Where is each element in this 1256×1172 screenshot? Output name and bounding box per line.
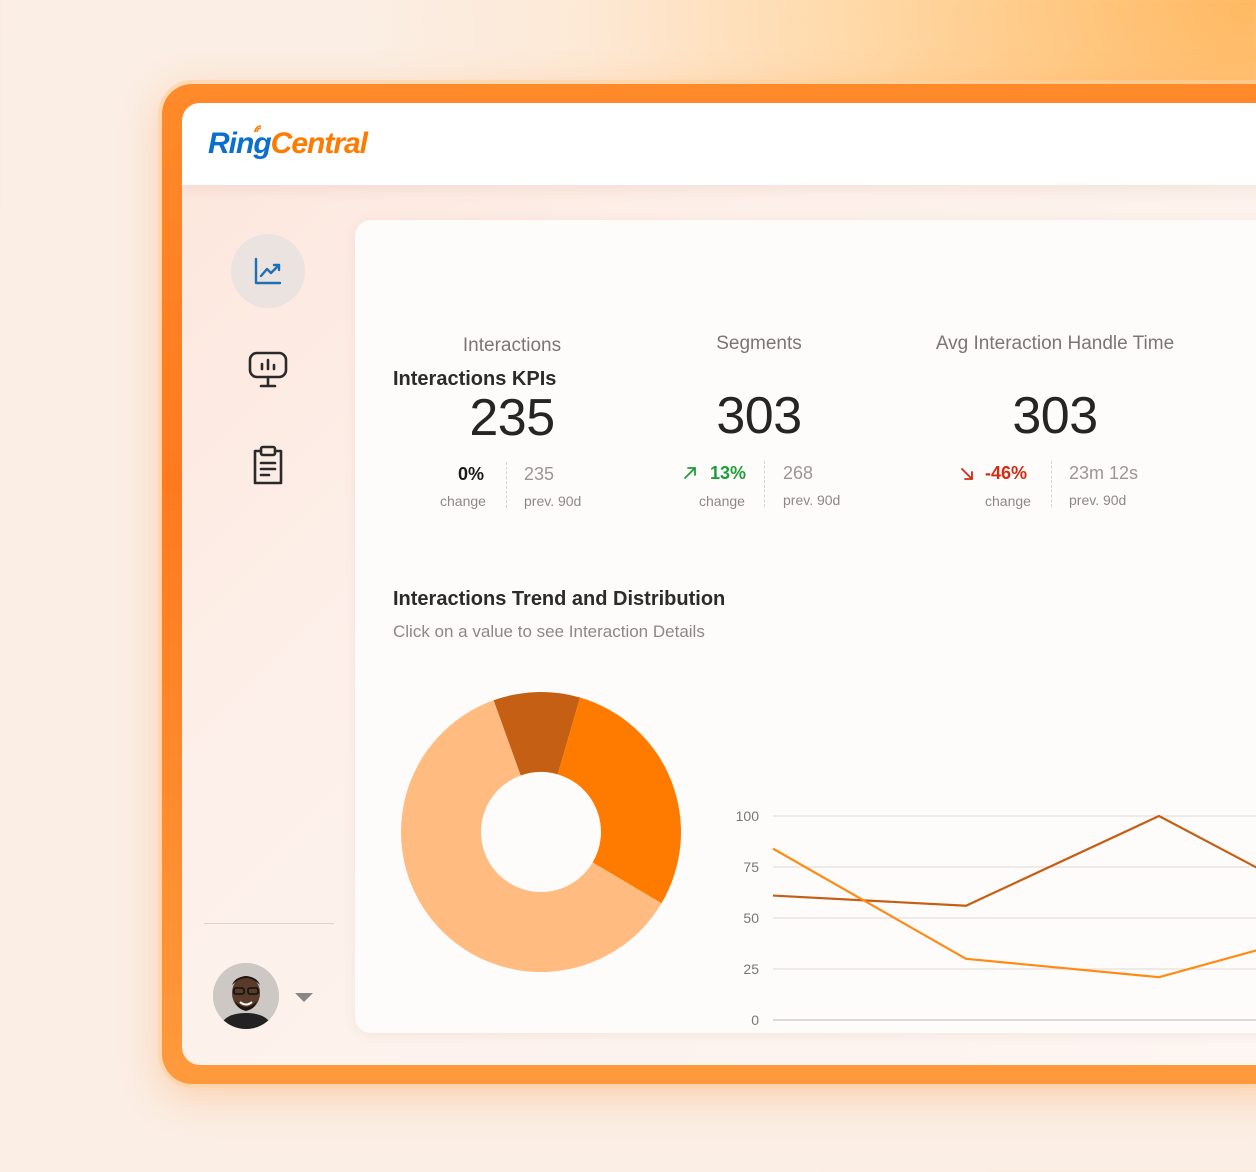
donut-slice-2[interactable]	[401, 700, 662, 972]
kpi-change-label: change	[440, 493, 486, 509]
sidebar-item-reports[interactable]	[231, 428, 305, 502]
trend-subtitle: Click on a value to see Interaction Deta…	[393, 622, 705, 641]
chevron-down-icon[interactable]	[295, 993, 313, 1002]
kpi-prev-value: 268	[783, 463, 814, 483]
y-tick-label: 0	[751, 1012, 759, 1028]
trend-charts: 0255075100012	[401, 692, 1256, 1028]
kpi-change-label: change	[985, 493, 1031, 509]
kpis-title: Interactions KPIs	[393, 368, 557, 390]
sidebar-divider	[204, 923, 334, 924]
kpi-change: 13%	[710, 463, 747, 483]
kpi-prev-label: prev. 90d	[524, 493, 582, 509]
donut-chart	[401, 692, 681, 972]
kpi-value: 303	[716, 387, 802, 445]
top-bar: RingCentral	[182, 103, 1256, 185]
kpi-label: Interactions	[462, 335, 562, 356]
line-chart: 0255075100012	[736, 808, 1256, 1028]
logo-signal-icon	[254, 125, 262, 133]
kpi-change-label: change	[699, 493, 745, 509]
y-tick-label: 100	[736, 808, 760, 824]
arrow-up-right-icon	[684, 467, 696, 479]
y-tick-label: 50	[743, 910, 759, 926]
y-tick-label: 25	[743, 961, 759, 977]
app-window: RingCentral	[182, 103, 1256, 1065]
logo-central-text: Central	[270, 127, 368, 160]
kpi-value: 303	[1012, 387, 1098, 445]
kpi-separator	[764, 461, 765, 507]
monitor-bar-chart-icon	[248, 351, 288, 388]
clipboard-icon	[253, 445, 283, 485]
kpi-prev-label: prev. 90d	[1069, 492, 1127, 508]
donut-slice-0[interactable]	[493, 692, 581, 776]
sidebar-item-presentation[interactable]	[231, 333, 305, 407]
sidebar	[182, 185, 352, 1065]
arrow-down-right-icon	[961, 468, 973, 480]
kpi-value: 235	[469, 389, 555, 447]
y-tick-label: 75	[743, 859, 759, 875]
trend-title: Interactions Trend and Distribution	[393, 588, 726, 610]
kpi-prev-value: 235	[524, 464, 555, 484]
kpi-separator	[506, 462, 507, 508]
kpi-change: -46%	[985, 463, 1028, 483]
kpi-label: Segments	[716, 333, 802, 354]
kpi-panel: Interactions KPIs Interactions 235 0% ch…	[355, 220, 1256, 1033]
avatar[interactable]	[213, 963, 279, 1029]
trend-chart-icon	[254, 257, 282, 285]
kpi-change: 0%	[458, 464, 485, 484]
ringcentral-logo[interactable]: RingCentral	[208, 127, 368, 161]
kpi-separator	[1051, 461, 1052, 507]
sidebar-item-analytics[interactable]	[231, 234, 305, 308]
kpi-prev-value: 23m 12s	[1069, 463, 1139, 483]
series-line-1[interactable]	[772, 847, 1256, 979]
logo-ring-text: Ring	[208, 127, 272, 160]
user-photo-icon	[213, 963, 279, 1029]
donut-slice-1[interactable]	[557, 697, 681, 904]
kpi-prev-label: prev. 90d	[783, 492, 841, 508]
kpi-label: Avg Interaction Handle Time	[935, 333, 1175, 354]
